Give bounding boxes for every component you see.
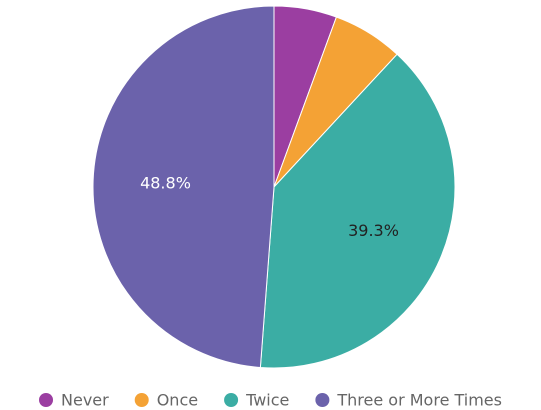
legend-marker-three-or-more-times	[315, 393, 330, 407]
legend-item-never[interactable]: Never	[39, 391, 109, 410]
legend-item-three-or-more-times[interactable]: Three or More Times	[315, 391, 502, 410]
legend-marker-never	[39, 393, 54, 407]
legend: Never Once Twice Three or More Times	[39, 391, 502, 410]
pie-slices	[92, 5, 456, 369]
pie-slice-three-or-more-times	[92, 5, 275, 369]
pie-slice-labels: 39.3% 48.8%	[140, 173, 399, 240]
pie-slice-twice	[259, 53, 456, 369]
legend-marker-twice	[224, 393, 239, 407]
legend-label-three-or-more-times: Three or More Times	[336, 391, 502, 410]
legend-label-never: Never	[61, 391, 109, 410]
legend-label-once: Once	[157, 391, 198, 410]
legend-item-twice[interactable]: Twice	[224, 391, 289, 410]
legend-label-twice: Twice	[245, 391, 289, 410]
legend-marker-once	[134, 393, 149, 407]
slice-label-twice: 39.3%	[348, 221, 399, 240]
legend-item-once[interactable]: Once	[134, 391, 198, 410]
slice-label-three-or-more-times: 48.8%	[140, 173, 191, 192]
